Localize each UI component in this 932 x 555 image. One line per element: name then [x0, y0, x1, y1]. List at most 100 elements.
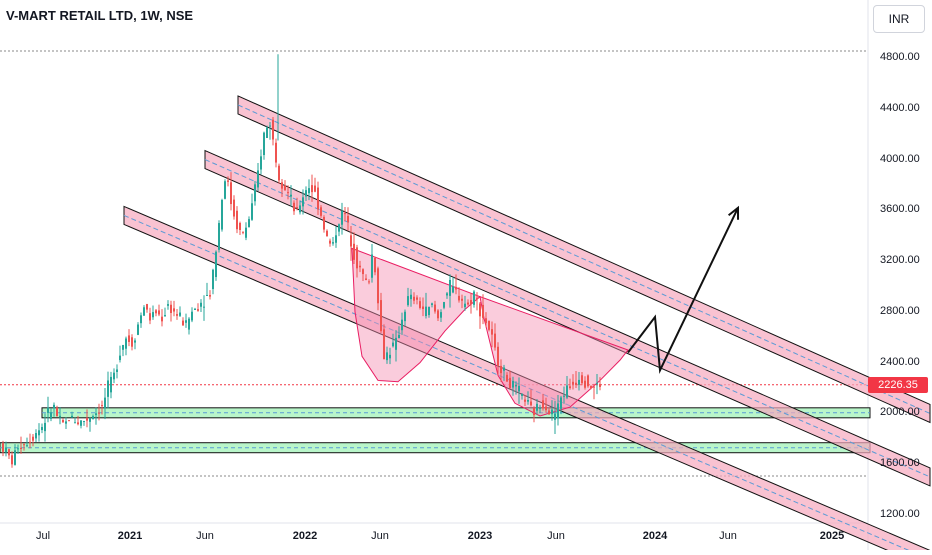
candle-body: [266, 127, 268, 139]
candle-body: [125, 338, 127, 349]
candle-body: [473, 291, 475, 305]
candle-body: [293, 202, 295, 212]
candle-body: [374, 257, 376, 273]
candle-body: [140, 315, 142, 324]
candle-body: [356, 247, 358, 269]
candle-body: [557, 403, 559, 419]
candle-body: [554, 413, 556, 420]
candle-body: [515, 384, 517, 387]
candle-body: [38, 430, 40, 436]
y-tick-label: 3200.00: [880, 254, 920, 267]
candle-body: [587, 375, 589, 387]
x-tick-label: Jul: [35, 530, 51, 542]
candle-body: [548, 410, 550, 415]
y-tick-label: 4800.00: [880, 51, 920, 63]
candle-body: [500, 365, 502, 374]
candle-body: [17, 448, 19, 450]
candle-body: [530, 401, 532, 406]
candle-body: [203, 306, 205, 308]
candle-body: [77, 422, 79, 425]
candle-body: [59, 415, 61, 418]
candle-body: [404, 311, 406, 322]
candle-body: [347, 215, 349, 223]
candle-body: [497, 346, 499, 366]
candle-body: [92, 416, 94, 420]
candle-body: [353, 243, 355, 260]
candle-body: [164, 315, 166, 317]
candle-body: [386, 352, 388, 361]
y-tick-label: 4000.00: [880, 152, 920, 165]
candle-body: [509, 377, 511, 389]
candle-body: [311, 185, 313, 193]
candle-body: [104, 397, 106, 409]
projection-path: [627, 207, 739, 374]
y-tick-label: 1200.00: [880, 508, 920, 520]
x-tick-label: 2024: [642, 530, 668, 542]
candle-body: [596, 382, 598, 384]
candle-body: [539, 407, 541, 409]
x-tick-label: 2022: [292, 530, 318, 542]
candle-body: [137, 324, 139, 335]
candle-body: [362, 269, 364, 275]
candle-body: [41, 427, 43, 431]
candle-body: [377, 268, 379, 304]
candle-body: [173, 308, 175, 312]
candle-body: [527, 400, 529, 402]
x-tick-label: Jun: [371, 530, 389, 542]
candle-body: [485, 318, 487, 324]
candle-body: [461, 298, 463, 301]
candle-body: [332, 242, 334, 244]
candle-body: [185, 320, 187, 323]
candle-body: [401, 319, 403, 331]
candle-body: [20, 447, 22, 449]
candle-body: [380, 300, 382, 332]
candle-body: [107, 380, 109, 397]
candle-body: [284, 185, 286, 191]
candle-body: [305, 190, 307, 197]
y-tick-label: 2000.00: [880, 406, 920, 419]
channel-mid-lower: [123, 214, 921, 555]
candle-body: [590, 385, 592, 389]
candle-body: [191, 311, 193, 321]
candle-body: [521, 394, 523, 396]
candle-body: [455, 286, 457, 290]
candle-body: [152, 312, 154, 318]
candle-body: [98, 412, 100, 414]
x-tick-label: Jun: [547, 530, 565, 542]
x-tick-label: 2021: [117, 530, 143, 542]
x-tick-label: 2025: [819, 530, 845, 542]
candle-body: [518, 385, 520, 392]
candle-body: [182, 320, 184, 326]
candle-body: [74, 422, 76, 424]
candle-body: [458, 295, 460, 301]
currency-button[interactable]: INR: [873, 5, 925, 33]
candle-body: [29, 441, 31, 443]
candle-body: [479, 303, 481, 317]
candle-body: [14, 450, 16, 465]
candle-body: [242, 231, 244, 233]
y-tick-label: 1600.00: [880, 457, 920, 470]
candle-body: [227, 180, 229, 182]
candle-body: [425, 306, 427, 317]
candle-body: [419, 301, 421, 308]
candle-body: [86, 417, 88, 421]
candle-body: [257, 170, 259, 188]
candle-body: [389, 354, 391, 359]
candle-body: [428, 306, 430, 316]
candle-body: [395, 337, 397, 350]
candle-body: [200, 302, 202, 307]
candle-body: [71, 415, 73, 418]
candle-body: [224, 181, 226, 199]
candle-body: [143, 307, 145, 316]
candle-body: [398, 334, 400, 339]
candle-body: [440, 312, 442, 318]
candle-body: [536, 403, 538, 411]
candle-body: [53, 404, 55, 409]
candle-body: [218, 223, 220, 250]
x-tick-label: Jun: [719, 530, 737, 542]
candle-body: [506, 374, 508, 382]
candle-body: [221, 199, 223, 230]
candle-body: [287, 192, 289, 194]
candle-body: [392, 342, 394, 347]
